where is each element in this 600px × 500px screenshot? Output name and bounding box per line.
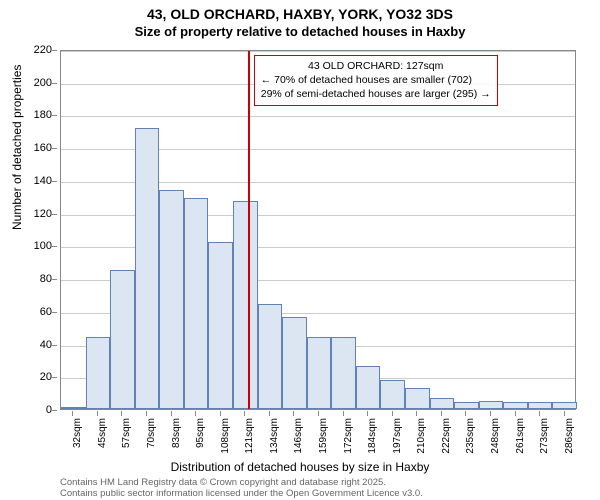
x-tick-label: 235sqm — [465, 418, 476, 454]
x-tick-label: 57sqm — [121, 418, 132, 448]
y-tick-label: 220 — [34, 44, 52, 56]
annotation-line: 29% of semi-detached houses are larger (… — [261, 87, 491, 101]
histogram-bar — [282, 317, 307, 409]
y-tick-label: 20 — [40, 371, 52, 383]
histogram-bar — [110, 270, 135, 409]
y-tick-label: 100 — [34, 240, 52, 252]
histogram-bar — [380, 380, 405, 409]
x-tick-label: 108sqm — [220, 418, 231, 454]
x-tick-label: 159sqm — [318, 418, 329, 454]
histogram-bar — [258, 304, 283, 409]
x-tick-label: 121sqm — [244, 418, 255, 454]
x-tick-label: 134sqm — [269, 418, 280, 454]
x-tick-label: 146sqm — [293, 418, 304, 454]
histogram-bar — [135, 128, 160, 409]
x-tick-label: 32sqm — [72, 418, 83, 448]
x-tick-label: 222sqm — [441, 418, 452, 454]
footer-line-1: Contains HM Land Registry data © Crown c… — [60, 477, 386, 488]
x-tick-label: 197sqm — [392, 418, 403, 454]
x-tick-label: 95sqm — [195, 418, 206, 448]
y-tick-label: 140 — [34, 175, 52, 187]
annotation-line: ← 70% of detached houses are smaller (70… — [261, 73, 491, 87]
histogram-bar — [430, 398, 455, 409]
x-tick-label: 45sqm — [97, 418, 108, 448]
x-axis-label: Distribution of detached houses by size … — [0, 460, 600, 474]
y-tick-label: 120 — [34, 208, 52, 220]
histogram-bar — [503, 402, 528, 409]
annotation-line: 43 OLD ORCHARD: 127sqm — [261, 59, 491, 73]
histogram-bar — [454, 402, 479, 409]
chart-title-main: 43, OLD ORCHARD, HAXBY, YORK, YO32 3DS — [0, 6, 600, 22]
annotation-box: 43 OLD ORCHARD: 127sqm← 70% of detached … — [254, 55, 498, 106]
histogram-bar — [233, 201, 258, 409]
property-size-chart: 43, OLD ORCHARD, HAXBY, YORK, YO32 3DS S… — [0, 0, 600, 500]
footer-line-2: Contains public sector information licen… — [60, 488, 423, 499]
y-tick-label: 60 — [40, 306, 52, 318]
y-tick-label: 80 — [40, 273, 52, 285]
x-tick-label: 286sqm — [564, 418, 575, 454]
histogram-bar — [86, 337, 111, 409]
histogram-bar — [208, 242, 233, 409]
histogram-bar — [356, 366, 381, 409]
x-tick-label: 184sqm — [367, 418, 378, 454]
y-tick-label: 40 — [40, 339, 52, 351]
x-tick-labels: 32sqm 45sqm 57sqm 70sqm 83sqm 95sqm 108sqm 121s… — [60, 412, 576, 452]
histogram-bar — [331, 337, 356, 409]
plot-area: 43 OLD ORCHARD: 127sqm← 70% of detached … — [60, 50, 576, 410]
y-tick-label: 200 — [34, 77, 52, 89]
x-tick-label: 261sqm — [515, 418, 526, 454]
histogram-bar — [405, 388, 430, 409]
y-tick-label: 160 — [34, 142, 52, 154]
x-tick-label: 70sqm — [146, 418, 157, 448]
y-tick-label: 180 — [34, 109, 52, 121]
histogram-bar — [159, 190, 184, 409]
x-tick-label: 83sqm — [171, 418, 182, 448]
x-tick-label: 210sqm — [416, 418, 427, 454]
histogram-bar — [307, 337, 332, 409]
x-tick-label: 273sqm — [539, 418, 550, 454]
reference-marker-line — [248, 51, 250, 409]
chart-title-sub: Size of property relative to detached ho… — [0, 24, 600, 39]
histogram-bar — [479, 401, 504, 409]
histogram-bar — [184, 198, 209, 409]
histogram-bar — [61, 407, 86, 409]
histogram-bar — [528, 402, 553, 409]
x-tick-label: 248sqm — [490, 418, 501, 454]
x-tick-label: 172sqm — [343, 418, 354, 454]
histogram-bar — [552, 402, 577, 409]
y-tick-labels: 020406080100120140160180200220 — [0, 50, 56, 410]
